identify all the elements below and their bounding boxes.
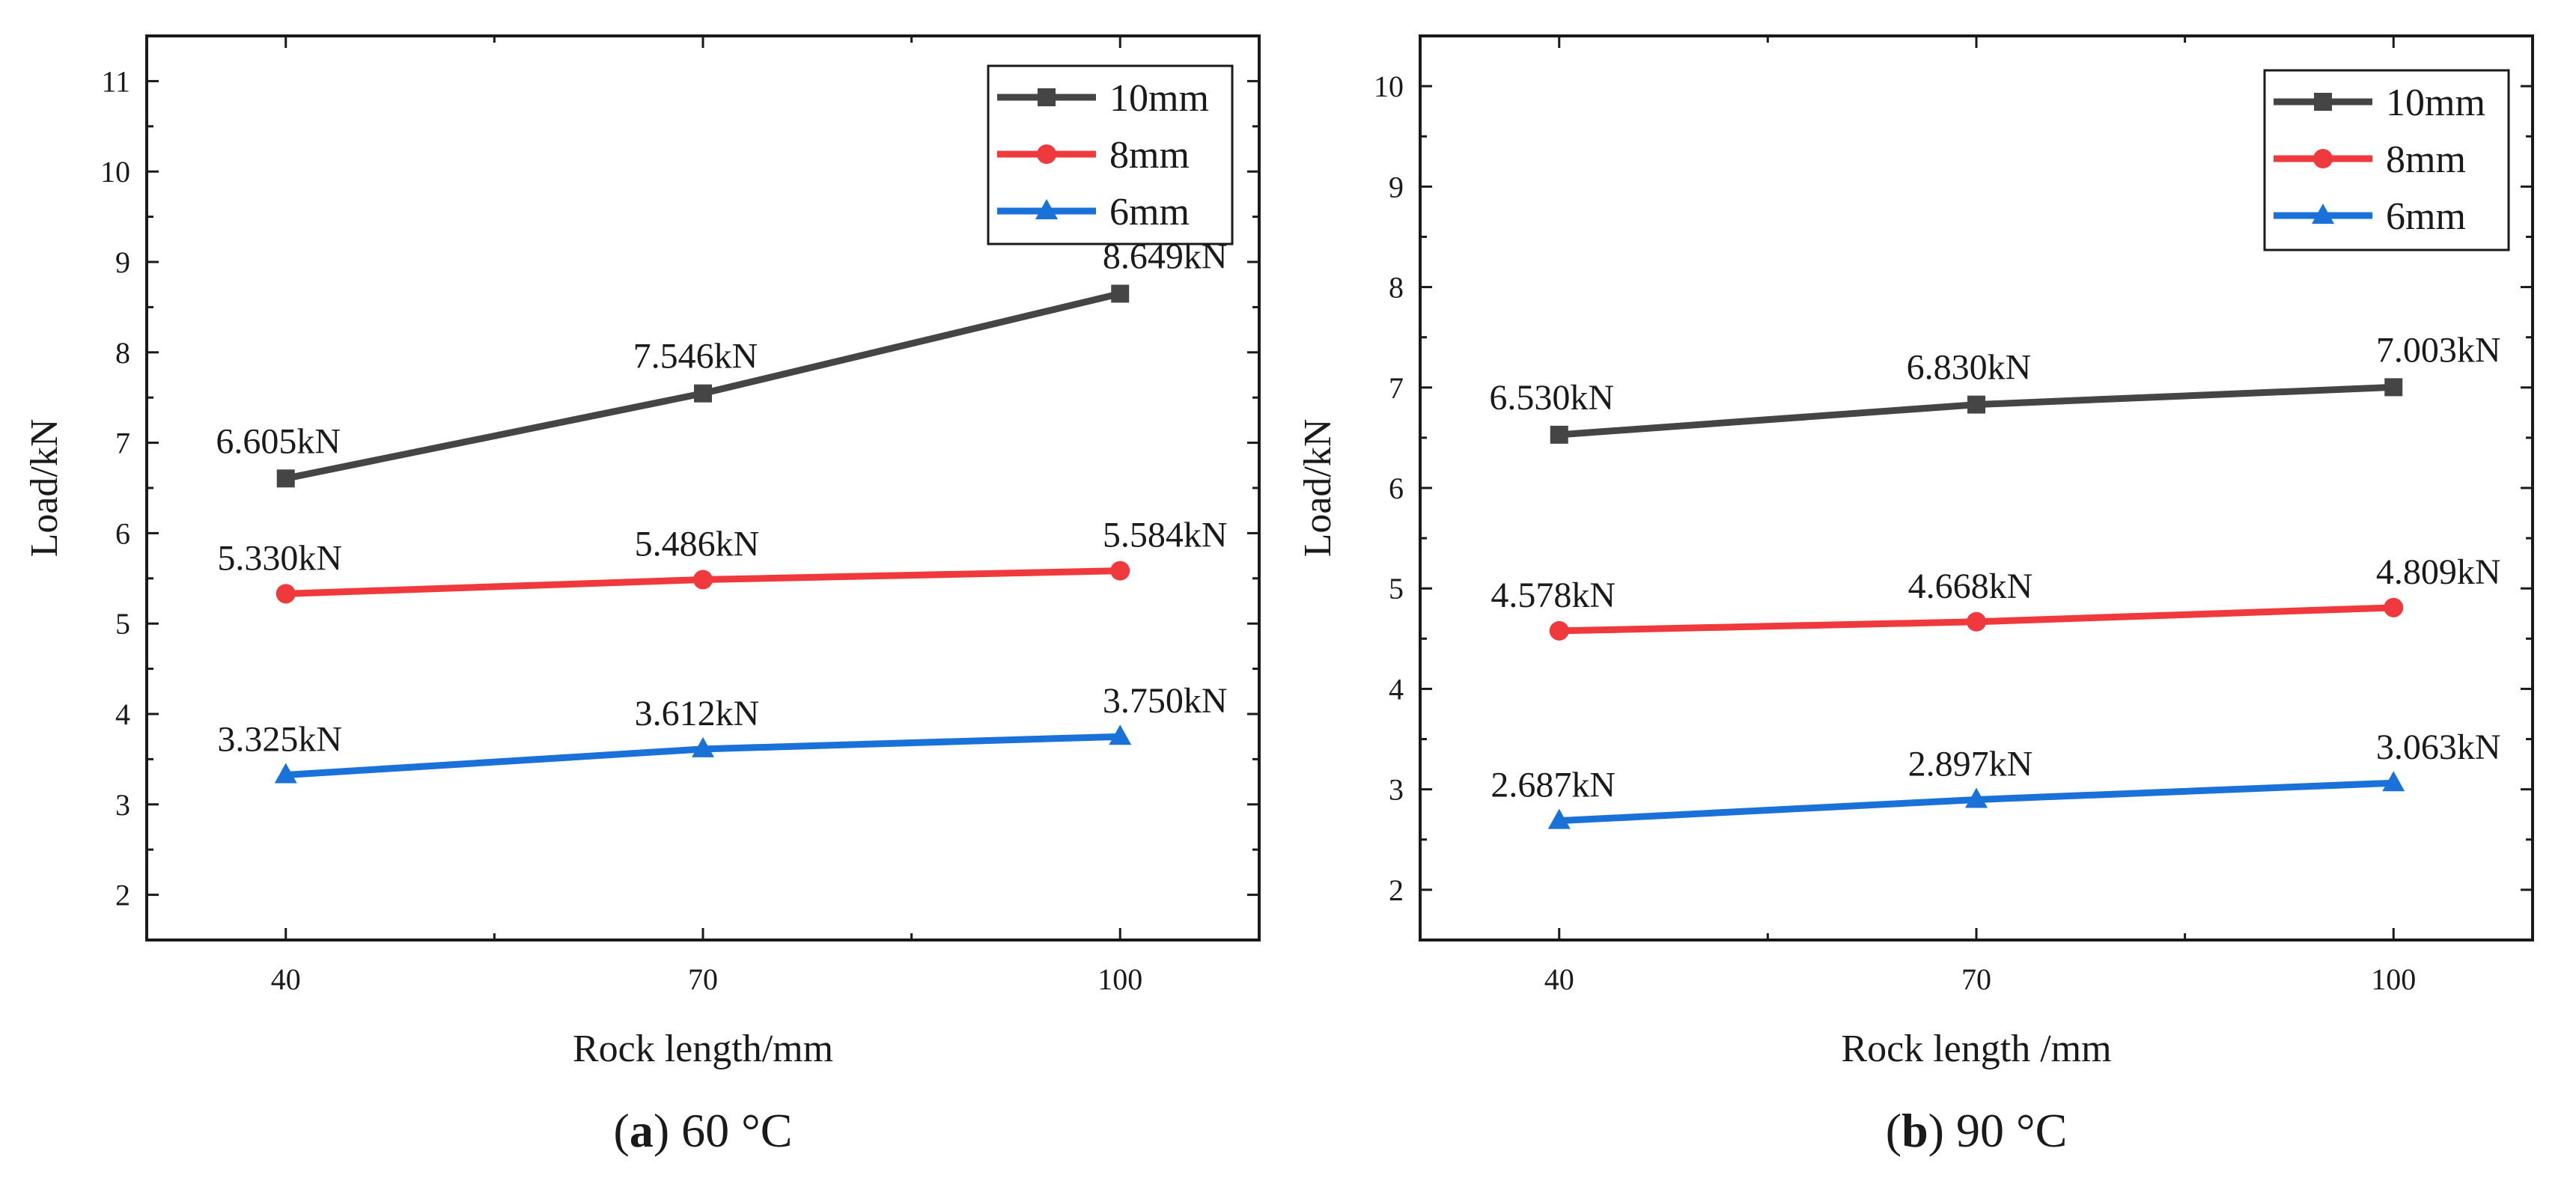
data-label-10mm: 7.546kN xyxy=(633,337,758,376)
x-tick-label: 40 xyxy=(271,962,301,996)
y-tick-label: 9 xyxy=(115,245,130,279)
caption-text: ) 60 °C xyxy=(654,1104,793,1157)
marker-circle-8mm xyxy=(1110,561,1130,581)
y-tick-label: 6 xyxy=(115,516,130,550)
x-tick-label: 70 xyxy=(1961,962,1991,996)
legend-label-6mm: 6mm xyxy=(2386,195,2466,238)
y-axis-title: Load/kN xyxy=(1297,419,1339,558)
marker-triangle-6mm xyxy=(1965,787,1988,808)
y-tick-label: 5 xyxy=(1389,572,1404,605)
marker-triangle-6mm xyxy=(692,736,714,757)
y-tick-label: 7 xyxy=(115,427,130,460)
marker-circle-8mm xyxy=(2384,597,2404,617)
legend-label-6mm: 6mm xyxy=(1109,191,1190,234)
y-tick-label: 8 xyxy=(1389,271,1404,305)
data-label-6mm: 2.897kN xyxy=(1908,744,2033,784)
legend-marker-10mm xyxy=(2314,93,2332,111)
marker-circle-8mm xyxy=(693,570,713,590)
marker-square-10mm xyxy=(1967,395,1985,414)
x-tick-label: 100 xyxy=(1097,962,1142,996)
data-label-10mm: 6.530kN xyxy=(1489,378,1614,418)
y-tick-label: 7 xyxy=(1389,371,1404,405)
y-tick-label: 11 xyxy=(101,64,130,98)
y-tick-label: 5 xyxy=(115,607,130,641)
y-tick-label: 2 xyxy=(1389,873,1404,907)
caption-open-paren: ( xyxy=(1886,1104,1901,1157)
marker-triangle-6mm xyxy=(2382,771,2405,792)
y-tick-label: 6 xyxy=(1389,471,1404,505)
marker-triangle-6mm xyxy=(1547,808,1571,829)
marker-circle-8mm xyxy=(275,584,296,604)
legend-marker-10mm xyxy=(1038,88,1056,106)
data-label-8mm: 4.809kN xyxy=(2376,552,2501,592)
data-label-8mm: 5.330kN xyxy=(217,538,342,578)
marker-triangle-6mm xyxy=(1109,724,1132,745)
data-label-6mm: 3.063kN xyxy=(2376,727,2501,767)
marker-circle-8mm xyxy=(1967,611,1986,632)
y-tick-label: 3 xyxy=(1389,773,1404,807)
marker-triangle-6mm xyxy=(274,763,297,784)
y-tick-label: 3 xyxy=(115,788,130,822)
data-label-10mm: 6.830kN xyxy=(1907,348,2032,388)
data-label-6mm: 3.612kN xyxy=(635,694,760,733)
x-tick-label: 100 xyxy=(2371,962,2416,996)
x-axis-title: Rock length/mm xyxy=(573,1028,833,1070)
y-tick-label: 9 xyxy=(1389,170,1404,204)
data-label-8mm: 5.584kN xyxy=(1103,516,1228,555)
marker-square-10mm xyxy=(694,384,712,403)
caption-text: ) 90 °C xyxy=(1928,1104,2068,1157)
legend-label-8mm: 8mm xyxy=(1109,134,1190,177)
panel-caption: (b) 90 °C xyxy=(1886,1104,2068,1157)
y-axis-title: Load/kN xyxy=(23,419,66,558)
data-label-6mm: 2.687kN xyxy=(1491,766,1616,805)
y-tick-label: 10 xyxy=(1374,70,1404,103)
legend-marker-6mm xyxy=(2312,204,2334,224)
marker-square-10mm xyxy=(1550,425,1568,444)
panel-caption: (a) 60 °C xyxy=(614,1104,793,1157)
chart-panel-a: 2 3 4 5 6 7 8 9 10 11 40 70 100 Rock length/mm Load/kN… xyxy=(23,34,1261,1157)
y-tick-label: 2 xyxy=(115,879,130,912)
x-tick-label: 40 xyxy=(1544,962,1574,996)
legend-marker-6mm xyxy=(1035,199,1058,219)
legend-marker-8mm xyxy=(1037,144,1056,164)
data-label-10mm: 7.003kN xyxy=(2376,330,2501,370)
data-label-8mm: 4.578kN xyxy=(1491,576,1616,615)
data-label-10mm: 6.605kN xyxy=(216,421,341,461)
y-tick-label: 10 xyxy=(100,155,130,189)
chart-panel-b: 2 3 4 5 6 7 8 9 10 40 70 100 Rock length /mm Load/kN 6… xyxy=(1297,34,2534,1157)
marker-square-10mm xyxy=(2384,378,2403,397)
marker-circle-8mm xyxy=(1549,620,1569,641)
x-tick-label: 70 xyxy=(688,962,718,996)
caption-letter: b xyxy=(1901,1104,1928,1157)
legend-marker-8mm xyxy=(2313,149,2333,168)
legend-label-10mm: 10mm xyxy=(1109,77,1209,120)
x-axis-title: Rock length /mm xyxy=(1841,1028,2111,1070)
y-tick-label: 4 xyxy=(115,698,130,731)
legend-label-10mm: 10mm xyxy=(2386,82,2485,124)
data-label-6mm: 3.750kN xyxy=(1103,681,1228,721)
legend-label-8mm: 8mm xyxy=(2386,138,2466,181)
data-label-8mm: 4.668kN xyxy=(1908,567,2033,606)
data-label-8mm: 5.486kN xyxy=(635,524,760,564)
y-tick-label: 4 xyxy=(1389,672,1404,706)
caption-letter: a xyxy=(630,1104,654,1157)
marker-square-10mm xyxy=(276,469,295,488)
y-tick-label: 8 xyxy=(115,336,130,370)
marker-square-10mm xyxy=(1111,284,1130,303)
data-label-6mm: 3.325kN xyxy=(217,720,342,760)
caption-open-paren: ( xyxy=(614,1104,630,1157)
